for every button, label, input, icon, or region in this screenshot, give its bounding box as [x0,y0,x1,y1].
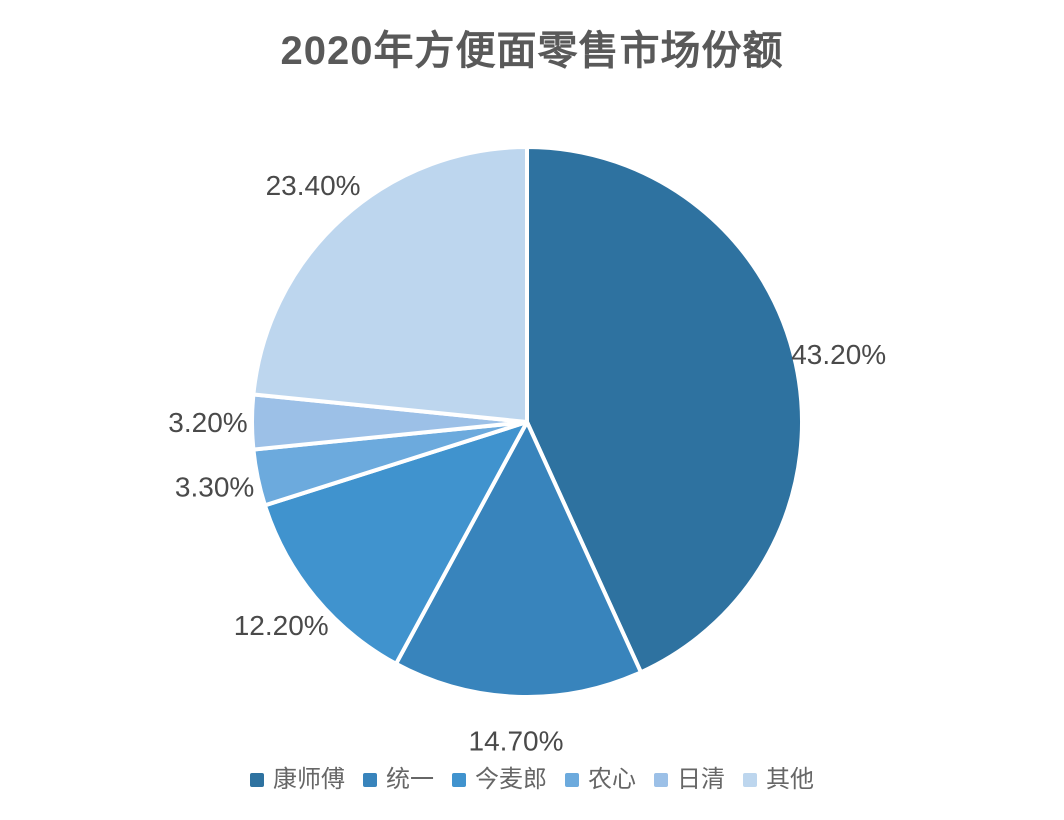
legend-label: 农心 [588,766,636,793]
legend-item-5[interactable]: 日清 [654,768,725,792]
pie-slice-1[interactable] [525,145,804,675]
legend-item-6[interactable]: 其他 [743,768,814,792]
legend-swatch-icon [654,773,668,787]
legend-label: 康师傅 [273,766,345,793]
pie-slice-6[interactable] [251,145,529,424]
pie-slice-3[interactable] [262,420,529,666]
legend-item-1[interactable]: 康师傅 [250,768,345,792]
legend-swatch-icon [743,773,757,787]
slice-label: 43.20% [791,339,886,370]
legend-label: 其他 [766,766,814,793]
legend-label: 统一 [386,766,434,793]
legend-label: 日清 [677,766,725,793]
legend-swatch-icon [565,773,579,787]
slice-label: 12.20% [234,610,329,641]
legend-item-2[interactable]: 统一 [363,768,434,792]
legend: 康师傅 统一 今麦郎 农心 日清 其他 [0,768,1064,792]
legend-swatch-icon [452,773,466,787]
slice-label: 3.20% [168,407,247,438]
slice-label: 3.30% [175,472,254,503]
pie-slice-2[interactable] [394,420,643,699]
legend-item-4[interactable]: 农心 [565,768,636,792]
legend-swatch-icon [250,773,264,787]
slice-label: 23.40% [266,170,361,201]
legend-swatch-icon [363,773,377,787]
legend-item-3[interactable]: 今麦郎 [452,768,547,792]
slice-label: 14.70% [469,726,564,757]
chart-title: 2020年方便面零售市场份额 [280,29,784,73]
legend-label: 今麦郎 [475,766,547,793]
